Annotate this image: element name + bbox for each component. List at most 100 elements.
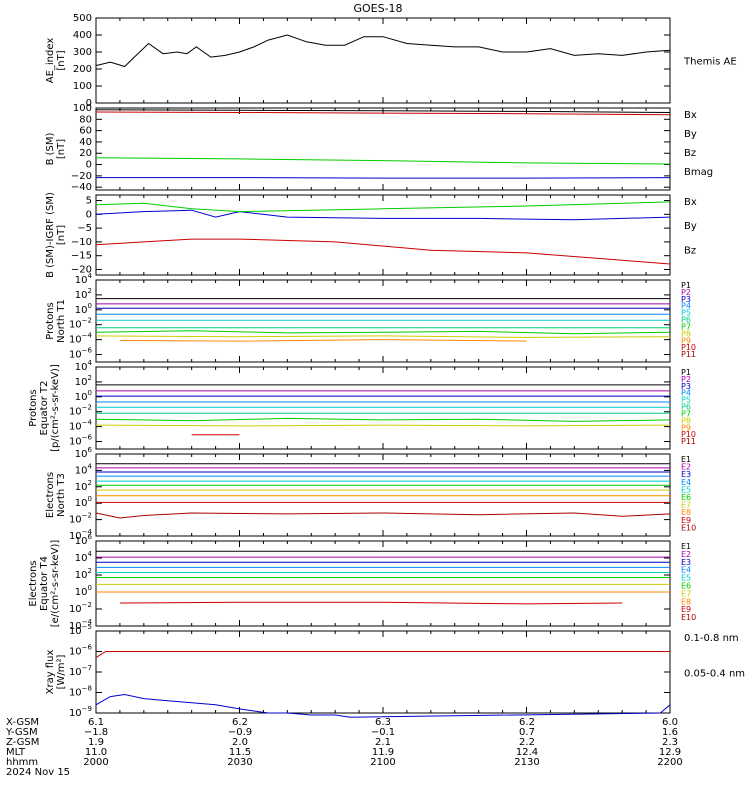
series-line-ThemisAE — [95, 34, 671, 68]
legend-entry: 0.05-0.4 nm — [684, 669, 745, 680]
y-tick-label: −15 — [71, 251, 92, 262]
legend-entry: E1 — [681, 542, 691, 551]
series-line-P7 — [95, 417, 671, 422]
y-axis-label: B (SM)[nT] — [45, 132, 67, 165]
legend-entry: P1 — [681, 281, 691, 290]
ephemeris-value: 11.9 — [372, 747, 394, 758]
panel-frame — [95, 366, 671, 450]
y-tick-label: 60 — [79, 126, 92, 137]
legend-entry: P8 — [681, 329, 691, 338]
series-line-00504nm — [95, 693, 671, 718]
ephemeris-value: 2000 — [83, 757, 108, 768]
legend-entry: P2 — [681, 375, 691, 384]
y-tick-label: 100 — [75, 389, 92, 403]
panel-frame — [95, 453, 671, 537]
ephemeris-value: −1.8 — [84, 727, 108, 738]
y-tick-label: 10−4 — [69, 332, 93, 346]
y-tick-label: −20 — [71, 264, 92, 275]
y-tick-label: 106 — [75, 533, 93, 547]
legend-entry: P6 — [681, 316, 691, 325]
legend-entry: P4 — [681, 389, 691, 398]
legend-entry: E2 — [681, 463, 691, 472]
y-axis-label: B (SM)-IGRF (SM)[nT] — [45, 192, 67, 278]
y-tick-label: 100 — [75, 584, 92, 598]
ephemeris-value: 2.3 — [662, 737, 678, 748]
ephemeris-value: 6.0 — [662, 717, 678, 728]
y-tick-label: 10−2 — [69, 512, 92, 526]
legend-entry: P5 — [681, 309, 691, 318]
y-axis-label: Xray flux[W/m²] — [45, 650, 67, 695]
y-tick-label: 5 — [86, 196, 92, 207]
legend-entry: E2 — [681, 550, 691, 559]
series-line-0108nm — [95, 651, 670, 659]
y-tick-label: −10 — [71, 237, 92, 248]
y-tick-label: 300 — [73, 47, 92, 58]
series-line-Bz — [95, 238, 671, 265]
series-line-E9 — [119, 601, 623, 605]
legend-entry: E9 — [681, 605, 691, 614]
panel-1: 0 100 200 300 400 500 AE_index[nT] Themis AE — [45, 13, 737, 109]
series-line-P8 — [95, 335, 671, 338]
legend-entry: E7 — [681, 589, 691, 598]
y-tick-label: 106 — [75, 446, 93, 460]
legend-entry: Bx — [684, 110, 697, 121]
y-tick-label: −5 — [77, 223, 92, 234]
y-tick-label: 10−2 — [69, 317, 92, 331]
series-line-Bmag — [95, 109, 671, 113]
legend-entry: Bz — [684, 148, 696, 159]
y-tick-label: 100 — [73, 103, 92, 114]
legend-entry: P9 — [681, 336, 691, 345]
ephemeris-value: 1.6 — [662, 727, 678, 738]
legend-entry: P5 — [681, 396, 691, 405]
legend-entry: Themis AE — [683, 57, 737, 68]
legend-entry: E8 — [681, 508, 691, 517]
ephemeris-value: 6.2 — [232, 717, 248, 728]
series-line-P9 — [119, 339, 527, 342]
legend-entry: E10 — [681, 613, 696, 622]
legend-entry: 0.1-0.8 nm — [684, 633, 739, 644]
ephemeris-label: X-GSM — [6, 717, 39, 728]
y-tick-label: 100 — [75, 495, 92, 509]
legend-entry: P7 — [681, 322, 691, 331]
legend-entry: E5 — [681, 574, 691, 583]
y-tick-label: 0 — [86, 209, 92, 220]
ephemeris-value: 11.5 — [229, 747, 251, 758]
y-axis-label: ElectronsEquator T4[e/(cm²-s-sr-keV)] — [28, 540, 61, 628]
ephemeris-label: hhmm — [6, 757, 38, 768]
ephemeris-value: 2.0 — [232, 737, 248, 748]
legend-entry: Bmag — [684, 167, 713, 178]
y-tick-label: 10−6 — [69, 644, 93, 658]
y-tick-label: −40 — [71, 182, 92, 193]
ephemeris-value: 6.2 — [519, 717, 535, 728]
y-tick-label: 500 — [73, 13, 92, 24]
legend-entry: P7 — [681, 409, 691, 418]
legend-entry: By — [684, 221, 697, 232]
y-tick-label: 104 — [75, 550, 93, 564]
legend-entry: E3 — [681, 558, 691, 567]
legend-entry: P11 — [681, 350, 696, 359]
y-axis-label: AE_index[nT] — [45, 38, 67, 84]
ephemeris-value: 2130 — [514, 757, 539, 768]
legend-entry: Bz — [684, 245, 696, 256]
ephemeris-label: Z-GSM — [6, 737, 39, 748]
ephemeris-label: Y-GSM — [5, 727, 38, 738]
y-tick-label: 102 — [75, 287, 92, 301]
legend-entry: E7 — [681, 501, 691, 510]
y-tick-label: 10−2 — [69, 601, 92, 615]
legend-entry: P2 — [681, 288, 691, 297]
date-label: 2024 Nov 15 — [6, 767, 70, 778]
ephemeris-value: 2100 — [370, 757, 395, 768]
panel-frame — [95, 279, 671, 363]
series-line-Bx — [95, 209, 671, 221]
y-tick-label: 10−7 — [69, 664, 92, 678]
y-tick-label: 100 — [75, 302, 92, 316]
ephemeris-value: 6.3 — [375, 717, 391, 728]
legend-entry: P6 — [681, 403, 691, 412]
panel-frame — [95, 540, 671, 627]
y-tick-label: 400 — [73, 30, 92, 41]
plot-title: GOES-18 — [353, 2, 402, 15]
legend-entry: P9 — [681, 423, 691, 432]
legend-entry: P4 — [681, 302, 691, 311]
